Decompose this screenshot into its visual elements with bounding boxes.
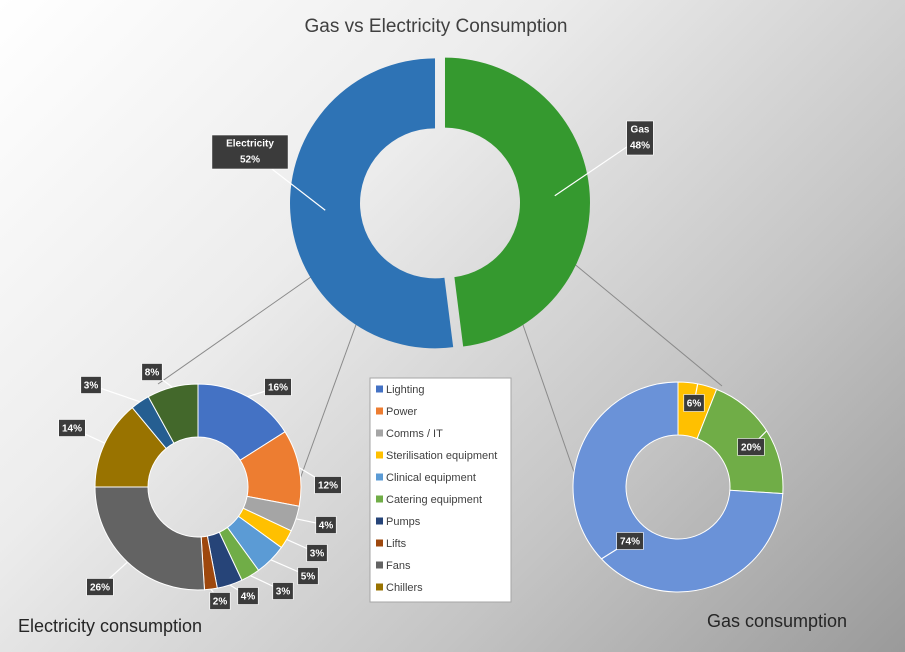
legend-label: Clinical equipment bbox=[386, 472, 476, 484]
label-box bbox=[297, 567, 319, 585]
label-box bbox=[626, 120, 654, 156]
data-labels: 6% 20% 74% bbox=[616, 394, 765, 550]
data-label: 52% bbox=[240, 155, 260, 166]
data-label: 14% bbox=[62, 424, 82, 435]
data-label: 48% bbox=[630, 141, 650, 152]
data-labels: Electricity 52% Gas 48% bbox=[211, 120, 654, 170]
donut-segment bbox=[290, 58, 454, 349]
donut bbox=[572, 381, 784, 593]
label-box bbox=[315, 516, 337, 534]
label-box bbox=[58, 419, 86, 437]
legend-swatch bbox=[376, 429, 383, 437]
data-label: 26% bbox=[90, 583, 110, 594]
legend-swatch bbox=[376, 583, 383, 591]
legend-label: Lifts bbox=[386, 538, 407, 550]
label-box bbox=[211, 134, 289, 170]
label-box bbox=[306, 544, 328, 562]
connectors bbox=[157, 261, 723, 491]
legend-label: Catering equipment bbox=[386, 494, 482, 506]
data-label: 4% bbox=[319, 521, 334, 532]
data-label: 12% bbox=[318, 481, 338, 492]
data-label: 4% bbox=[241, 592, 256, 603]
label-box bbox=[209, 592, 231, 610]
label-box bbox=[616, 532, 644, 550]
donut-segment bbox=[147, 383, 199, 444]
legend-box bbox=[369, 377, 512, 603]
label-box bbox=[237, 587, 259, 605]
legend-swatch bbox=[376, 473, 383, 481]
chart-title: Gas consumption bbox=[707, 611, 847, 631]
donut bbox=[290, 57, 590, 349]
data-label: 3% bbox=[84, 381, 99, 392]
donut bbox=[94, 383, 302, 591]
leader-line bbox=[554, 137, 641, 197]
data-label: 16% bbox=[268, 383, 288, 394]
data-labels: 16% 12% 4% 3% 5% 3% 4% 2% 26% 14% 3% 8% bbox=[58, 363, 342, 610]
connector bbox=[521, 321, 575, 473]
data-label: 3% bbox=[310, 549, 325, 560]
legend-swatch bbox=[376, 517, 383, 525]
legend-label: Chillers bbox=[386, 582, 423, 594]
legend-swatch bbox=[376, 385, 383, 393]
chart-title: Electricity consumption bbox=[18, 616, 202, 636]
data-label: 2% bbox=[213, 597, 228, 608]
legend-swatch bbox=[376, 407, 383, 415]
data-label: 5% bbox=[301, 572, 316, 583]
legend-label: Comms / IT bbox=[386, 428, 443, 440]
legend-swatch bbox=[376, 561, 383, 569]
data-label: 74% bbox=[620, 537, 640, 548]
data-label-category: Electricity bbox=[226, 139, 274, 150]
data-label: 3% bbox=[276, 587, 291, 598]
label-box bbox=[86, 578, 114, 596]
label-box bbox=[141, 363, 163, 381]
legend-swatch bbox=[376, 451, 383, 459]
legend-label: Sterilisation equipment bbox=[386, 450, 497, 462]
data-label-category: Gas bbox=[631, 125, 650, 136]
data-label: 8% bbox=[145, 368, 160, 379]
donut-segment bbox=[444, 57, 590, 347]
label-box bbox=[683, 394, 705, 412]
legend-label: Lighting bbox=[386, 384, 425, 396]
legend-label: Pumps bbox=[386, 516, 421, 528]
legend-swatch bbox=[376, 495, 383, 503]
legend-label: Power bbox=[386, 406, 418, 418]
label-box bbox=[80, 376, 102, 394]
connector bbox=[571, 261, 723, 387]
legend: Lighting Power Comms / IT Sterilisation equ… bbox=[369, 377, 512, 603]
chart-title: Gas vs Electricity Consumption bbox=[305, 16, 568, 37]
connector bbox=[157, 271, 319, 385]
legend-swatch bbox=[376, 539, 383, 547]
label-box bbox=[737, 438, 765, 456]
label-box bbox=[272, 582, 294, 600]
data-label: 6% bbox=[687, 399, 702, 410]
data-label: 20% bbox=[741, 443, 761, 454]
connector bbox=[295, 321, 358, 491]
label-box bbox=[264, 378, 292, 396]
label-box bbox=[314, 476, 342, 494]
legend-label: Fans bbox=[386, 560, 411, 572]
donut-segment bbox=[94, 486, 205, 591]
